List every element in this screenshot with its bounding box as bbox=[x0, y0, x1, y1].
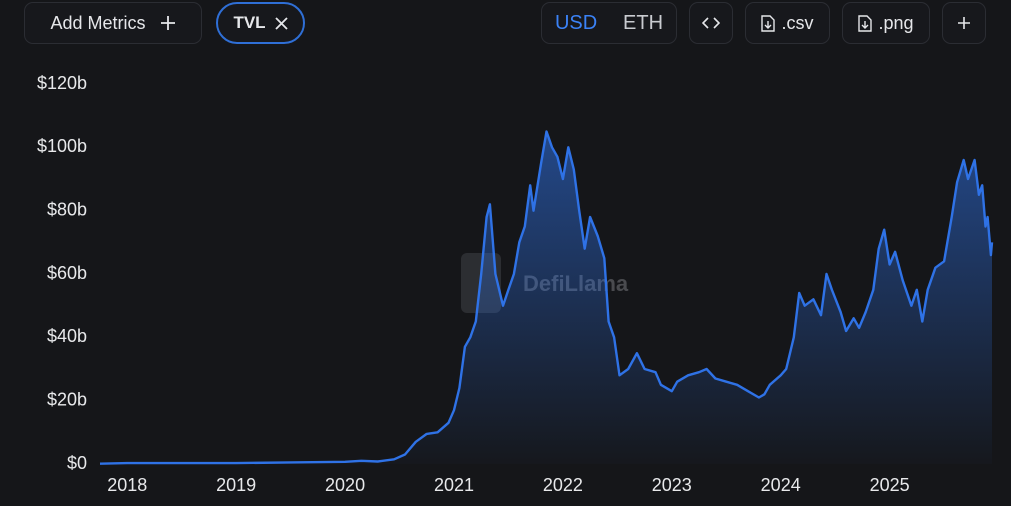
embed-button[interactable] bbox=[689, 2, 733, 44]
y-tick-label: $80b bbox=[47, 199, 87, 219]
metric-chip-label: TVL bbox=[233, 13, 266, 32]
csv-button[interactable]: .csv bbox=[745, 2, 830, 44]
file-icon bbox=[858, 14, 873, 32]
plus-icon bbox=[160, 16, 175, 30]
plus-icon bbox=[958, 17, 970, 29]
currency-option[interactable]: ETH bbox=[623, 11, 664, 34]
x-tick-label: 2024 bbox=[761, 475, 801, 495]
add-metrics-label: Add Metrics bbox=[50, 12, 146, 33]
x-tick-label: 2020 bbox=[325, 475, 365, 495]
y-tick-label: $20b bbox=[47, 389, 87, 409]
close-icon bbox=[274, 16, 288, 30]
code-icon bbox=[702, 17, 720, 29]
area-fill bbox=[100, 131, 992, 464]
metric-chip[interactable]: TVL bbox=[216, 2, 305, 44]
csv-label: .csv bbox=[781, 12, 814, 33]
x-tick-label: 2019 bbox=[216, 475, 256, 495]
currency-option[interactable]: USD bbox=[554, 11, 598, 34]
file-icon bbox=[761, 14, 776, 32]
x-tick-label: 2021 bbox=[434, 475, 474, 495]
x-tick-label: 2025 bbox=[870, 475, 910, 495]
png-label: .png bbox=[878, 12, 914, 33]
x-tick-label: 2023 bbox=[652, 475, 692, 495]
y-tick-label: $40b bbox=[47, 326, 87, 346]
add-chart-button[interactable] bbox=[942, 2, 986, 44]
y-tick-label: $0 bbox=[67, 453, 87, 473]
add-metrics-button[interactable]: Add Metrics bbox=[24, 2, 202, 44]
currency-toggle: USD ETH bbox=[541, 2, 677, 44]
series-line bbox=[99, 130, 994, 465]
y-tick-label: $100b bbox=[37, 136, 87, 156]
y-tick-label: $120b bbox=[37, 73, 87, 93]
x-tick-label: 2022 bbox=[543, 475, 583, 495]
png-button[interactable]: .png bbox=[842, 2, 930, 44]
y-tick-label: $60b bbox=[47, 263, 87, 283]
x-tick-label: 2018 bbox=[107, 475, 147, 495]
